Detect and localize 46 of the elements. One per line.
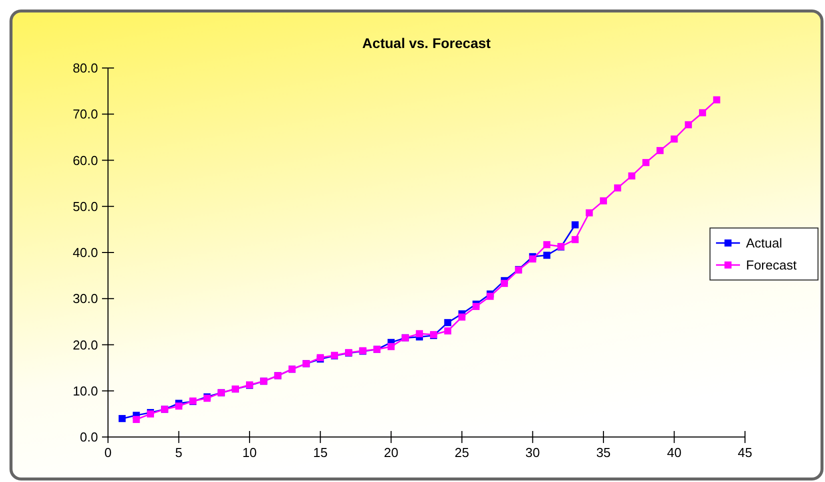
y-tick-label: 10.0: [72, 383, 98, 398]
point: [713, 96, 720, 104]
x-tick-label: 15: [313, 445, 328, 460]
y-tick-label: 40.0: [72, 245, 98, 260]
point: [444, 319, 452, 326]
chart-title: Actual vs. Forecast: [362, 35, 492, 51]
x-tick-label: 35: [596, 445, 611, 460]
point: [543, 241, 550, 248]
y-tick-label: 70.0: [72, 106, 98, 122]
point: [684, 121, 692, 128]
point: [132, 416, 140, 424]
point: [572, 236, 579, 244]
point: [698, 109, 706, 116]
point: [500, 280, 508, 287]
x-tick-label: 10: [242, 445, 257, 460]
point: [458, 314, 466, 321]
y-tick-label: 0.0: [80, 430, 98, 445]
point: [670, 135, 678, 143]
point: [486, 292, 494, 300]
y-tick-label: 60.0: [72, 152, 98, 168]
x-tick-label: 30: [525, 445, 540, 460]
y-tick-label: 20.0: [72, 337, 98, 352]
point: [388, 343, 395, 350]
x-tick-label: 40: [666, 445, 682, 460]
point: [628, 172, 636, 180]
point: [118, 415, 126, 422]
point: [600, 197, 607, 204]
point: [586, 209, 593, 216]
y-tick-label: 30.0: [72, 291, 98, 306]
legend-label: Actual: [746, 236, 782, 251]
x-tick-label: 5: [175, 445, 182, 460]
x-tick-label: 45: [738, 445, 752, 460]
point: [444, 327, 452, 334]
x-tick-label: 20: [384, 445, 398, 460]
y-tick-label: 80.0: [72, 60, 98, 76]
point: [543, 252, 550, 259]
point: [642, 159, 650, 166]
point: [656, 147, 664, 154]
legend-label: Forecast: [746, 258, 797, 273]
y-tick-label: 50.0: [72, 198, 98, 214]
point: [175, 402, 182, 410]
point: [572, 221, 579, 228]
point: [614, 184, 622, 192]
x-tick-label: 0: [104, 445, 112, 460]
point: [416, 330, 423, 338]
x-tick-label: 25: [454, 445, 470, 460]
